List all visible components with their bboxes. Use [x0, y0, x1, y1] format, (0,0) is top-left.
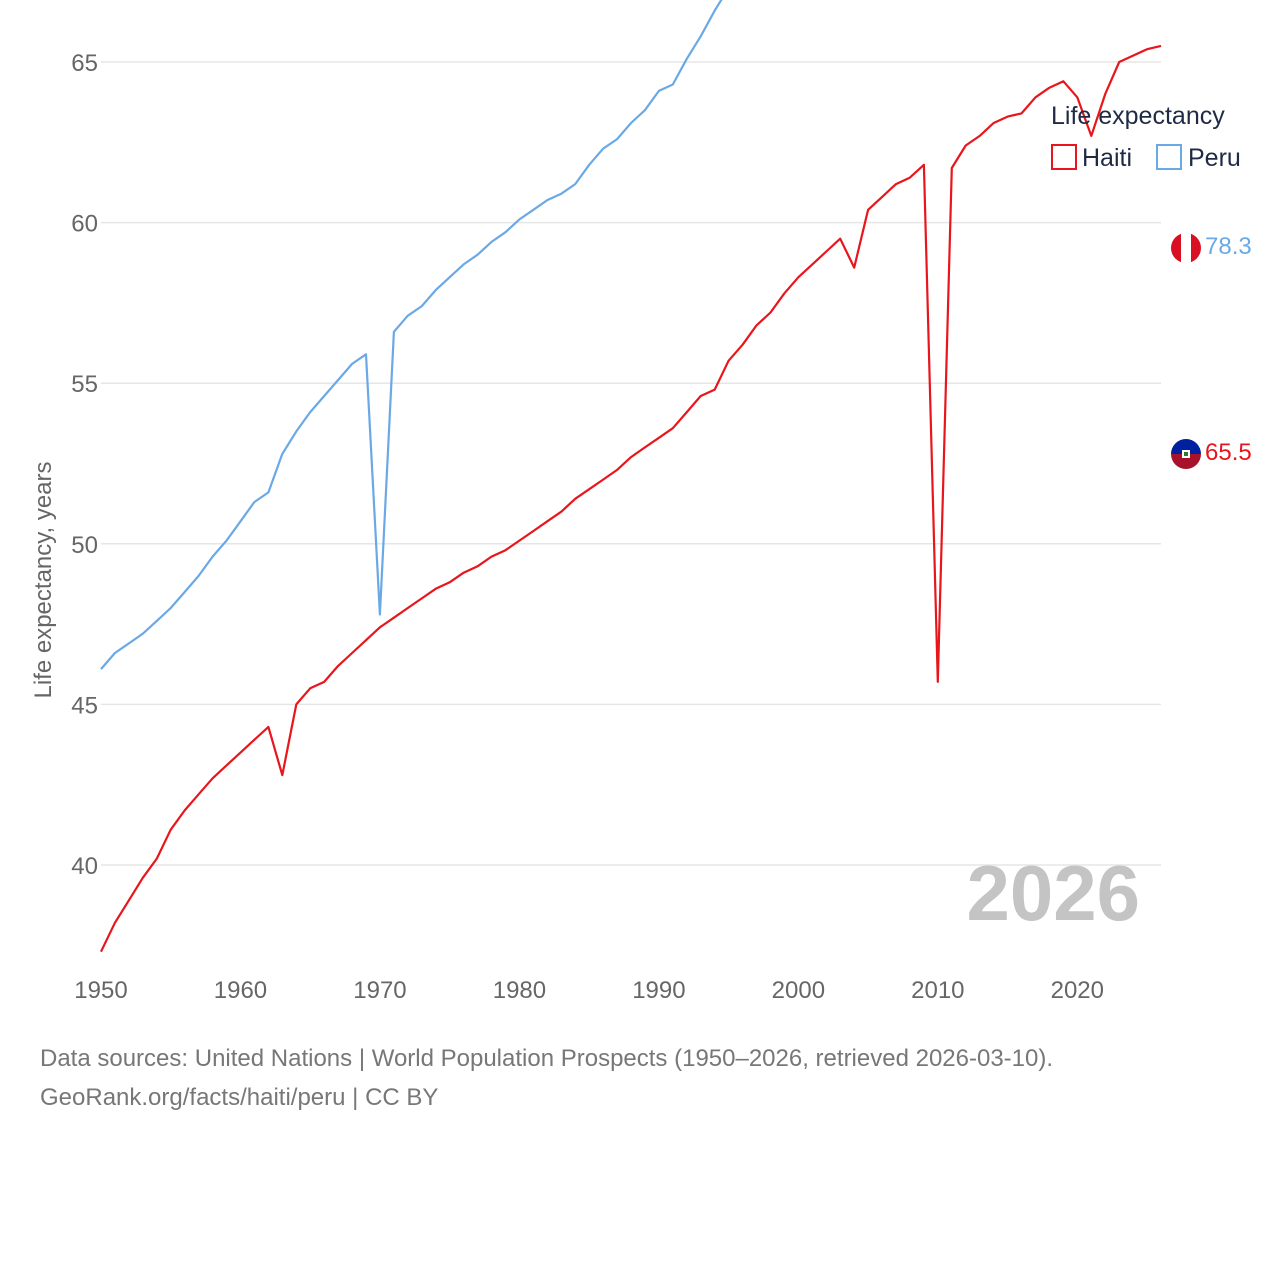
y-tick-label-65: 65 [71, 50, 98, 77]
legend-swatch-haiti[interactable] [1051, 144, 1077, 170]
legend-swatch-peru[interactable] [1156, 144, 1182, 170]
legend-title: Life expectancy [1051, 102, 1225, 130]
source-line-1: Data sources: United Nations | World Pop… [40, 1045, 1054, 1072]
legend-label-peru[interactable]: Peru [1188, 144, 1241, 172]
current-year-watermark: 2026 [966, 849, 1140, 937]
y-axis-tick-labels: 404550556065707580 [71, 50, 98, 880]
x-tick-label-1980: 1980 [493, 977, 546, 1004]
legend-label-haiti[interactable]: Haiti [1082, 144, 1132, 172]
haiti-end-value-label: 65.5 [1205, 439, 1252, 466]
haiti-flag-icon [1171, 439, 1201, 469]
x-tick-label-1960: 1960 [214, 977, 267, 1004]
x-tick-label-2010: 2010 [911, 977, 964, 1004]
x-axis-tick-labels: 1950 1960 1970 1980 1990 2000 2010 2020 [74, 977, 1104, 1004]
series-line-haiti[interactable] [100, 44, 1162, 953]
peru-end-value-label: 78.3 [1205, 233, 1252, 260]
x-tick-label-1950: 1950 [74, 977, 127, 1004]
source-line-2[interactable]: GeoRank.org/facts/haiti/peru | CC BY [40, 1084, 439, 1111]
y-axis-title: Life expectancy, years [30, 461, 57, 698]
series-line-peru[interactable] [100, 0, 1161, 670]
x-tick-label-2000: 2000 [772, 977, 825, 1004]
gridlines [101, 61, 1161, 866]
peru-flag-icon [1171, 233, 1201, 263]
x-tick-label-2020: 2020 [1051, 977, 1104, 1004]
y-tick-label-55: 55 [71, 371, 98, 398]
y-tick-label-60: 60 [71, 211, 98, 238]
x-tick-label-1990: 1990 [632, 977, 685, 1004]
legend: Life expectancy Haiti Peru [1051, 102, 1241, 172]
y-tick-label-50: 50 [71, 532, 98, 559]
y-tick-label-45: 45 [71, 692, 98, 719]
y-tick-label-40: 40 [71, 853, 98, 880]
series-lines [100, 0, 1162, 953]
x-tick-label-1970: 1970 [353, 977, 406, 1004]
